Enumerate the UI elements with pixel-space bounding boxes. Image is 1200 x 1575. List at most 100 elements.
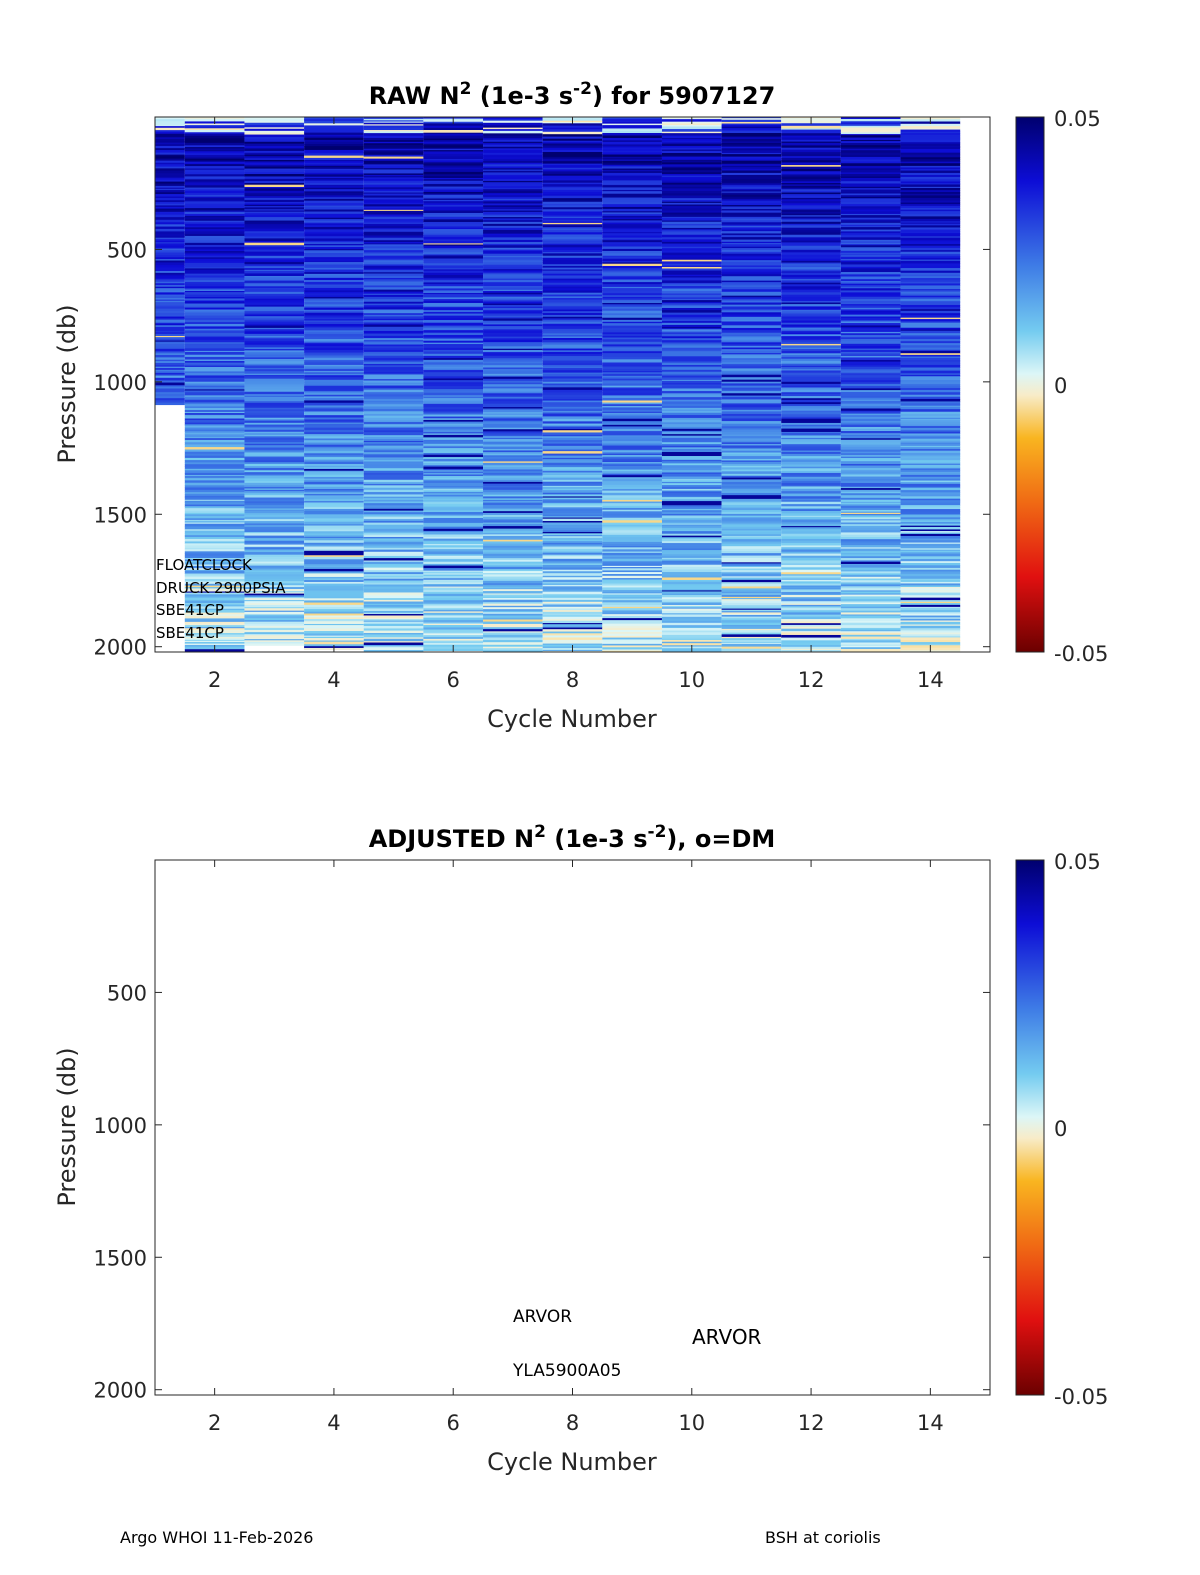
heatmap-cell [363,508,424,512]
heatmap-cell [423,382,484,385]
heatmap-cell [542,321,603,325]
heatmap-cell [304,275,364,279]
heatmap-cell [542,542,603,545]
heatmap-cell [483,634,543,638]
heatmap-cell [721,330,782,334]
heatmap-cell [184,589,245,593]
heatmap-cell [363,187,424,190]
heatmap-cell [840,422,901,426]
heatmap-cell [840,317,901,321]
heatmap-cell [542,188,603,191]
heatmap-cell [542,513,603,516]
heatmap-cell [542,131,603,135]
heatmap-cell [721,280,782,283]
heatmap-cell [244,149,305,152]
heatmap-cell [781,205,841,208]
heatmap-cell [840,610,901,613]
heatmap-cell [244,624,305,627]
heatmap-cell [423,392,484,396]
heatmap-cell [900,487,961,491]
heatmap-cell [483,261,543,265]
heatmap-cell [244,442,305,445]
heatmap-cell [781,478,841,482]
heatmap-cell [781,183,841,185]
heatmap-cell [184,555,245,559]
heatmap-cell [184,559,245,562]
heatmap-cell [483,602,543,605]
heatmap-cell [542,569,603,572]
heatmap-cell [542,192,603,195]
heatmap-cell [244,162,305,166]
heatmap-cell [721,555,782,559]
heatmap-cell [363,222,424,225]
heatmap-cell [483,474,543,477]
heatmap-cell [542,631,603,634]
heatmap-cell [900,471,961,475]
heatmap-cell [363,335,424,339]
heatmap-cell [184,625,245,628]
heatmap-cell [840,580,901,583]
heatmap-cell [840,282,901,285]
heatmap-cell [840,615,901,619]
heatmap-cell [781,179,841,182]
heatmap-cell [304,472,364,476]
heatmap-cell [781,243,841,247]
heatmap-cell [184,396,245,400]
heatmap-cell [542,601,603,604]
heatmap-cell [423,468,484,471]
heatmap-cell [721,541,782,543]
heatmap-cell [721,515,782,518]
heatmap-cell [304,486,364,490]
heatmap-cell [900,129,961,133]
heatmap-cell [661,618,722,622]
heatmap-cell [483,573,543,575]
heatmap-cell [602,229,662,233]
heatmap-cell [483,270,543,273]
heatmap-cell [661,482,722,484]
heatmap-cell [781,597,841,600]
heatmap-cell [304,311,364,314]
heatmap-cell [900,567,961,571]
heatmap-cell [483,380,543,384]
heatmap-cell [244,253,305,257]
heatmap-cell [304,613,364,616]
heatmap-cell [840,177,901,181]
heatmap-cell [244,423,305,426]
heatmap-cell [483,565,543,568]
heatmap-cell [304,344,364,347]
heatmap-cell [602,451,662,453]
heatmap-cell [304,484,364,488]
heatmap-cell [304,269,364,273]
heatmap-cell [363,620,424,623]
heatmap-cell [602,568,662,571]
heatmap-cell [721,395,782,398]
heatmap-cell [363,324,424,328]
heatmap-cell [363,482,424,485]
heatmap-cell [184,262,245,266]
heatmap-cell [840,434,901,437]
heatmap-cell [900,209,961,212]
heatmap-cell [155,392,185,395]
heatmap-cell [721,281,782,284]
heatmap-cell [423,256,484,259]
heatmap-cell [840,310,901,313]
heatmap-cell [781,444,841,448]
heatmap-cell [721,158,782,162]
heatmap-cell [721,415,782,419]
heatmap-cell [602,166,662,170]
heatmap-cell [304,174,364,178]
heatmap-cell [155,290,185,293]
heatmap-cell [900,238,961,241]
heatmap-cell [304,354,364,357]
heatmap-cell [483,185,543,189]
heatmap-cell [900,398,961,402]
heatmap-cell [483,576,543,580]
heatmap-cell [423,395,484,398]
heatmap-cell [900,259,961,262]
heatmap-cell [721,418,782,422]
heatmap-cell [483,170,543,173]
heatmap-cell [840,348,901,351]
heatmap-cell [721,289,782,293]
heatmap-cell [423,533,484,535]
heatmap-cell [304,540,364,544]
